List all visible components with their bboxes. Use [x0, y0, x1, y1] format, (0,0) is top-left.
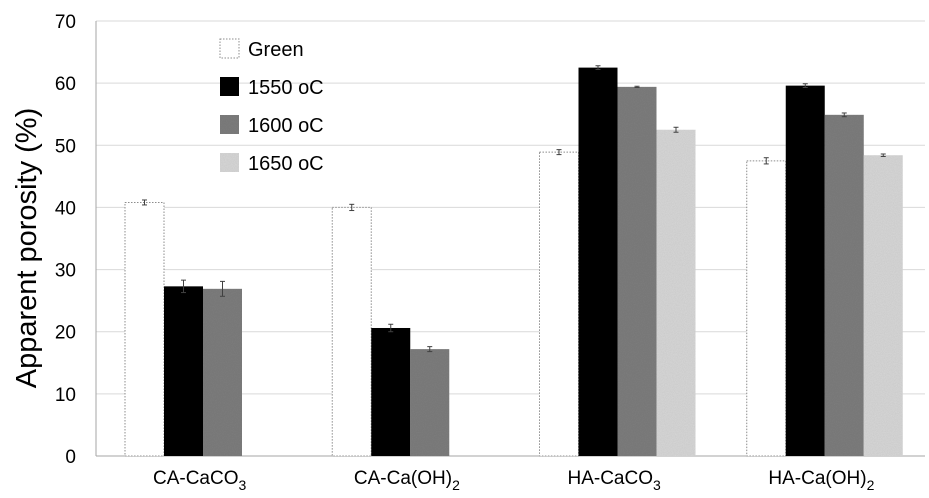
error-bars — [142, 65, 886, 353]
legend-label: 1600 oC — [248, 115, 324, 137]
legend-label-name: 1600 — [248, 115, 298, 137]
legend-label: 1650 oC — [248, 153, 324, 175]
legend-item: 1550 oC — [220, 77, 324, 99]
bars — [124, 67, 903, 457]
legend-swatch — [220, 153, 239, 172]
error-bar — [556, 149, 562, 156]
error-bar — [181, 279, 186, 294]
y-tick-label: 30 — [55, 261, 76, 282]
legend-item: Green — [219, 38, 304, 61]
legend-swatch — [220, 77, 239, 96]
error-bar — [142, 199, 147, 206]
y-tick-label: 0 — [65, 447, 76, 468]
legend-label-unit: oC — [298, 77, 324, 99]
legend-label: 1550 oC — [248, 77, 324, 99]
x-tick-label: HA-Ca(OH)2 — [768, 468, 874, 493]
legend-label-unit: oC — [298, 153, 324, 175]
x-tick-label-subscript: 3 — [653, 477, 661, 493]
x-tick-label: CA-CaCO3 — [153, 468, 247, 493]
legend-label-unit: oC — [298, 115, 324, 137]
bar-1600-3 — [824, 114, 864, 456]
legend-label-name: Green — [248, 39, 304, 61]
error-bar — [427, 346, 433, 353]
legend-swatch — [219, 38, 240, 59]
x-tick-label-base: HA-Ca(OH) — [768, 468, 866, 489]
legend-item: 1600 oC — [220, 115, 324, 137]
bar-1550-1 — [371, 327, 411, 456]
y-tick-label: 40 — [55, 198, 76, 219]
bar-1650-2 — [656, 129, 696, 456]
x-tick-label: HA-CaCO3 — [567, 468, 661, 493]
bar-1600-2 — [617, 86, 657, 456]
error-bar — [763, 157, 769, 165]
y-tick-label: 70 — [55, 12, 76, 33]
bar-1600-0 — [203, 288, 242, 456]
error-bar — [595, 65, 601, 70]
bar-green-0 — [124, 201, 165, 457]
bar-green-1 — [331, 206, 372, 457]
bar-1650-3 — [863, 155, 903, 456]
x-tick-label-base: CA-Ca(OH) — [354, 468, 452, 489]
x-tick-label-subscript: 3 — [238, 477, 246, 493]
bar-1550-0 — [164, 286, 203, 456]
bar-green-3 — [746, 160, 787, 457]
y-tick-label: 20 — [55, 323, 76, 344]
legend-swatch — [220, 115, 239, 134]
error-bar — [388, 323, 394, 333]
error-bar — [880, 153, 886, 157]
bar-green-2 — [539, 151, 579, 457]
y-tick-label: 60 — [55, 74, 76, 95]
error-bar — [802, 83, 808, 88]
y-tick-label: 50 — [55, 136, 76, 157]
legend-item: 1650 oC — [220, 153, 324, 175]
y-tick-label: 10 — [55, 385, 76, 406]
x-tick-label-subscript: 2 — [867, 477, 875, 493]
error-bar — [220, 280, 225, 297]
legend-label-name: 1650 — [248, 153, 298, 175]
error-bar — [673, 126, 679, 133]
x-tick-label-subscript: 2 — [452, 477, 460, 493]
error-bar — [349, 203, 355, 212]
x-tick-label-base: CA-CaCO — [153, 468, 239, 489]
bar-1550-3 — [785, 85, 825, 456]
error-bar — [841, 112, 847, 118]
legend-label-name: 1550 — [248, 77, 298, 99]
x-tick-label-base: HA-CaCO — [567, 468, 653, 489]
error-bar — [634, 85, 640, 88]
legend-label: Green — [248, 39, 304, 61]
bar-1600-1 — [410, 349, 450, 456]
bar-1550-2 — [578, 67, 618, 456]
y-axis-label: Apparent porosity (%) — [11, 108, 43, 388]
x-tick-label: CA-Ca(OH)2 — [354, 468, 460, 493]
